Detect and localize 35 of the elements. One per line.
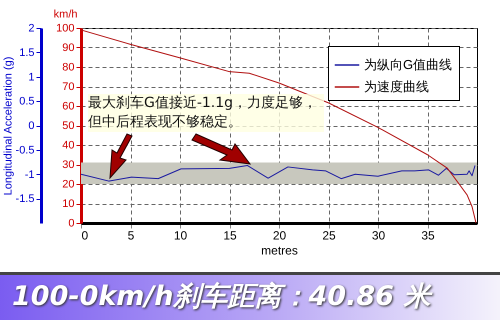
- y-tick-label: 0: [28, 120, 34, 132]
- y2-tick-label: 20: [62, 178, 74, 190]
- y-tick-label: -1.5: [16, 193, 34, 206]
- legend-label: 为速度曲线: [364, 79, 429, 94]
- x-tick-label: 30: [372, 228, 386, 242]
- y2-tick-label: 100: [56, 22, 74, 34]
- x-tick-label: 15: [223, 228, 237, 242]
- x-tick-label: 25: [322, 228, 336, 242]
- annotation: 最大刹车G值接近-1.1g，力度足够，但中后程表现不够稳定。: [88, 94, 324, 132]
- y-tick-label: -0.5: [16, 144, 34, 156]
- x-tick-label: 35: [421, 228, 435, 242]
- y-tick-label: 0.5: [19, 96, 34, 108]
- y-axis-title: Longitudinal Acceleration (g): [2, 56, 15, 196]
- x-tick-label: 0: [82, 228, 88, 242]
- y2-tick-label: 90: [62, 42, 74, 54]
- x-tick-label: 20: [272, 228, 286, 242]
- y2-tick-label: 40: [62, 140, 74, 152]
- y-tick-label: -1: [24, 168, 34, 181]
- y2-tick-label: 60: [62, 100, 74, 112]
- legend-label: 为纵向G值曲线: [364, 57, 452, 72]
- y2-tick-label: 70: [62, 81, 74, 93]
- y-tick-label: 1: [28, 71, 34, 84]
- y2-axis-title: km/h: [54, 8, 78, 20]
- y2-tick-label: 30: [62, 159, 74, 171]
- x-tick-label: 5: [128, 228, 135, 242]
- text: 100-0km/h刹车距离：40.86 米: [0, 272, 500, 320]
- y2-tick-label: 50: [62, 120, 74, 132]
- x-axis-title: metres: [261, 244, 298, 258]
- y2-tick-label: 80: [62, 62, 74, 74]
- y2-tick-label: 0: [68, 218, 74, 230]
- y2-tick-label: 10: [62, 198, 74, 210]
- y-tick-label: 2: [28, 22, 34, 34]
- y-tick-label: 1.5: [19, 46, 34, 59]
- x-tick-label: 10: [174, 228, 188, 242]
- line-series: [80, 29, 477, 224]
